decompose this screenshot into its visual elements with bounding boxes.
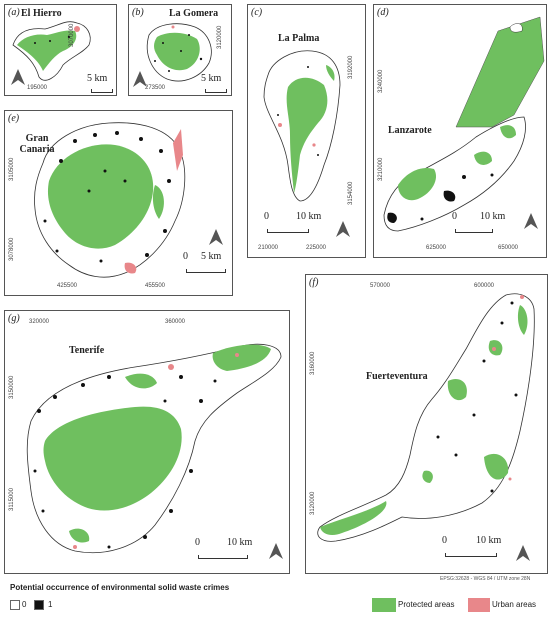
tick-y2: 3115000 [9,488,15,511]
tick-y1: 3150000 [9,375,15,399]
panel-tenerife: (g) Tenerife 320000 360000 3150000 31150… [4,310,290,574]
tick-x2: 455500 [145,283,166,289]
tick-x: 273500 [145,85,166,91]
island-name: La Palma [278,33,320,44]
island-name: Lanzarote [388,125,432,136]
scale-bar [91,89,113,93]
legend-swatch-urban [468,598,490,612]
scale-zero: 0 [195,537,200,548]
scale-zero: 0 [183,251,188,262]
legend-swatch-1 [34,600,44,610]
scale-bar [205,89,227,93]
scale-label: 10 km [296,211,322,222]
legend-swatch-protected [372,598,396,612]
tick-x1: 210000 [258,245,279,251]
north-arrow-icon [524,213,538,229]
panel-label: (b) [132,7,144,18]
panel-label: (e) [8,113,20,124]
la-palma-map [263,50,341,202]
panel-el-hierro: (a) El Hierro 195000 3070000 5 km [4,4,117,96]
panel-la-palma: (c) La Palma 3192000 3154000 0 10 km 210… [247,4,366,258]
scale-bar [455,229,493,233]
panel-fuerteventura: (f) Fuerteventura 570000 600000 3160000 … [305,274,548,574]
scale-zero: 0 [264,211,269,222]
tick-y: 3070000 [69,23,75,47]
scale-bar [267,229,309,233]
tick-y1: 3240000 [378,69,384,93]
legend-label-0: 0 [22,600,27,609]
tick-x2: 650000 [498,245,519,251]
legend-swatch-0 [10,600,20,610]
tick-y1: 3105000 [9,157,15,181]
crs-credit: EPSG:32628 - WGS 84 / UTM zone 28N [440,576,531,582]
tick-y: 3120000 [217,25,223,49]
panel-label: (d) [377,7,389,18]
tick-x1: 320000 [29,319,50,325]
tick-y1: 3192000 [348,55,354,79]
panel-label: (g) [8,313,20,324]
panel-label: (f) [309,277,319,288]
panel-label: (c) [251,7,263,18]
scale-label: 10 km [227,537,253,548]
legend-title: Potential occurrence of environmental so… [10,583,230,592]
scale-label: 5 km [201,251,222,262]
panel-gran-canaria: (e) Gran Canaria 3105000 3078000 0 5 km … [4,110,233,296]
north-arrow-icon [516,545,530,561]
el-hierro-map [12,21,91,81]
tick-y2: 3078000 [9,237,15,261]
panel-la-gomera: (b) La Gomera 273500 3120000 5 km [128,4,232,96]
tick-y2: 3120000 [310,491,316,515]
north-arrow-icon [209,229,223,245]
scale-bar [445,553,497,557]
scale-label: 5 km [87,73,108,84]
tenerife-map [26,343,282,554]
fuerteventura-map [317,293,535,542]
tick-y2: 3154000 [348,181,354,205]
north-arrow-icon [133,71,147,87]
scale-bar [198,555,248,559]
scale-label: 10 km [480,211,506,222]
panel-label: (a) [8,7,20,18]
scale-zero: 0 [442,535,447,546]
panel-lanzarote: (d) Lanzarote 3240000 3210000 0 10 km 62… [373,4,547,258]
north-arrow-icon [269,543,283,559]
tick-y1: 3160000 [310,351,316,375]
island-name: Gran Canaria [19,133,55,155]
la-gomera-map [146,23,212,82]
tick-x2: 360000 [165,319,186,325]
tick-x: 195000 [27,85,48,91]
scale-label: 5 km [201,73,222,84]
legend-label-protected: Protected areas [398,600,455,609]
tick-x2: 600000 [474,283,495,289]
tick-y2: 3210000 [378,157,384,181]
island-name: Tenerife [69,345,105,356]
gran-canaria-map [34,122,186,278]
scale-zero: 0 [452,211,457,222]
scale-bar [186,269,226,273]
legend-label-1: 1 [48,600,53,609]
north-arrow-icon [11,69,25,85]
tick-x1: 425500 [57,283,78,289]
tick-x2: 225000 [306,245,327,251]
tick-x1: 625000 [426,245,447,251]
legend-label-urban: Urban areas [492,600,537,609]
island-name: La Gomera [169,8,219,19]
island-name: Fuerteventura [366,371,428,382]
tick-x1: 570000 [370,283,391,289]
lanzarote-map [383,16,545,232]
island-name: El Hierro [21,8,62,19]
scale-label: 10 km [476,535,502,546]
north-arrow-icon [336,221,350,237]
